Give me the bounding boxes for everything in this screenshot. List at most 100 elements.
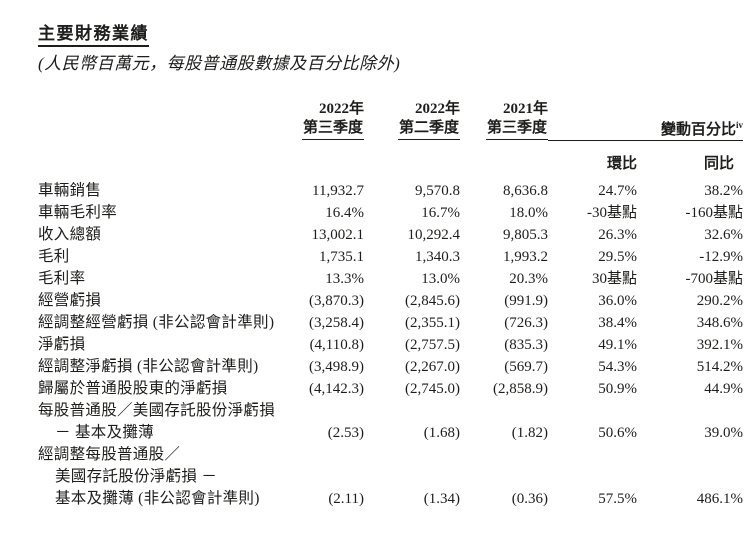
cell-value: 29.5% bbox=[598, 249, 637, 265]
cell-value bbox=[460, 400, 548, 422]
table-row: 經調整淨虧損 (非公認會計準則) (3,498.9) (2,267.0) (569.7… bbox=[38, 356, 743, 378]
cell-value bbox=[637, 400, 743, 422]
table-header: 2022年 2022年 2021年 第三季度 第二季度 第三季度 變動百分比iv… bbox=[38, 96, 743, 180]
row-label: 每股普通股／美國存託股份淨虧損 bbox=[38, 402, 276, 419]
header-quarter-1: 第三季度 bbox=[268, 118, 364, 140]
cell-value: 38.4% bbox=[598, 315, 637, 331]
header-year-q3-2022: 2022年 bbox=[318, 101, 364, 117]
cell-value: 39.0% bbox=[704, 425, 743, 441]
cell-value: 9,805.3 bbox=[503, 227, 548, 243]
table-row: 美國存託股份淨虧損 － bbox=[38, 466, 743, 488]
cell-value bbox=[637, 444, 743, 466]
cell-value: 30基點 bbox=[591, 271, 637, 287]
row-label: － 基本及攤薄 bbox=[55, 424, 154, 441]
cell-value: (2,355.1) bbox=[405, 315, 460, 331]
header-qoq: 環比 bbox=[606, 156, 637, 172]
cell-value bbox=[460, 466, 548, 488]
cell-value: (3,258.4) bbox=[309, 315, 364, 331]
header-change-percentage: 變動百分比iv bbox=[548, 118, 743, 141]
header-year-q3-2021: 2021年 bbox=[502, 101, 548, 117]
table-row: 毛利率 13.3% 13.0% 20.3% 30基點 -700基點 bbox=[38, 268, 743, 290]
cell-value bbox=[364, 400, 460, 422]
row-label: 經調整每股普通股／ bbox=[38, 446, 181, 463]
cell-value: 9,570.8 bbox=[415, 183, 460, 199]
table-row: 經調整每股普通股／ bbox=[38, 444, 743, 466]
cell-value: 16.4% bbox=[325, 205, 364, 221]
header-quarter-label: 第三季度 bbox=[485, 118, 548, 140]
cell-value bbox=[637, 466, 743, 488]
cell-value: 13,002.1 bbox=[311, 227, 365, 243]
header-spacer bbox=[38, 140, 268, 180]
cell-value: 8,636.8 bbox=[503, 183, 548, 199]
cell-value: 44.9% bbox=[704, 381, 743, 397]
cell-value bbox=[548, 466, 637, 488]
row-label: 經調整經營虧損 (非公認會計準則) bbox=[38, 314, 275, 331]
cell-value: (2,845.6) bbox=[405, 293, 460, 309]
header-year-q2-2022: 2022年 bbox=[414, 101, 460, 117]
cell-value: 16.7% bbox=[421, 205, 460, 221]
cell-value: (991.9) bbox=[504, 293, 548, 309]
cell-value: 486.1% bbox=[696, 491, 743, 507]
cell-value: 50.9% bbox=[598, 381, 637, 397]
row-label: 車輛毛利率 bbox=[38, 204, 118, 221]
cell-value: 1,340.3 bbox=[415, 249, 460, 265]
table-row: 歸屬於普通股股東的淨虧損 (4,142.3) (2,745.0) (2,858.9) 5… bbox=[38, 378, 743, 400]
table-row: 經營虧損 (3,870.3) (2,845.6) (991.9) 36.0% 290.2% bbox=[38, 290, 743, 312]
cell-value: 49.1% bbox=[598, 337, 637, 353]
row-label: 美國存託股份淨虧損 － bbox=[55, 468, 218, 485]
header-spacer bbox=[38, 96, 268, 118]
cell-value: -160基點 bbox=[685, 205, 744, 221]
table-row: 車輛銷售 11,932.7 9,570.8 8,636.8 24.7% 38.2% bbox=[38, 180, 743, 202]
cell-value: 26.3% bbox=[598, 227, 637, 243]
row-label: 毛利 bbox=[38, 248, 70, 265]
cell-value: 348.6% bbox=[696, 315, 743, 331]
cell-value: (835.3) bbox=[504, 337, 548, 353]
cell-value: (569.7) bbox=[504, 359, 548, 375]
cell-value: -30基點 bbox=[587, 205, 637, 221]
header-quarter-3: 第三季度 bbox=[460, 118, 548, 140]
cell-value: (3,498.9) bbox=[309, 359, 364, 375]
header-spacer bbox=[460, 140, 548, 180]
header-spacer bbox=[38, 118, 268, 140]
cell-value bbox=[364, 466, 460, 488]
row-label: 毛利率 bbox=[38, 270, 86, 287]
header-year-row: 2022年 2022年 2021年 bbox=[38, 96, 743, 118]
table-row: 基本及攤薄 (非公認會計準則) (2.11) (1.34) (0.36) 57.5% 48… bbox=[38, 488, 743, 510]
cell-value bbox=[460, 444, 548, 466]
cell-value: (2,757.5) bbox=[405, 337, 460, 353]
cell-value bbox=[268, 466, 364, 488]
table-row: 每股普通股／美國存託股份淨虧損 bbox=[38, 400, 743, 422]
cell-value: 50.6% bbox=[598, 425, 637, 441]
header-quarter-label: 第二季度 bbox=[397, 118, 460, 140]
header-quarter-row: 第三季度 第二季度 第三季度 變動百分比iv bbox=[38, 118, 743, 141]
cell-value: (726.3) bbox=[504, 315, 548, 331]
cell-value: (2.11) bbox=[328, 491, 364, 507]
cell-value: (2.53) bbox=[327, 425, 364, 441]
financial-results-table: 2022年 2022年 2021年 第三季度 第二季度 第三季度 變動百分比iv… bbox=[38, 96, 743, 510]
cell-value: 38.2% bbox=[704, 183, 743, 199]
cell-value: (4,142.3) bbox=[309, 381, 364, 397]
cell-value bbox=[268, 444, 364, 466]
cell-value: 392.1% bbox=[696, 337, 743, 353]
cell-value: 24.7% bbox=[598, 183, 637, 199]
cell-value bbox=[548, 400, 637, 422]
cell-value: 10,292.4 bbox=[407, 227, 461, 243]
cell-value bbox=[268, 400, 364, 422]
cell-value: (1.34) bbox=[423, 491, 460, 507]
cell-value bbox=[364, 444, 460, 466]
table-row: 車輛毛利率 16.4% 16.7% 18.0% -30基點 -160基點 bbox=[38, 202, 743, 224]
row-label: 經調整淨虧損 (非公認會計準則) bbox=[38, 358, 259, 375]
header-quarter-label: 第三季度 bbox=[301, 118, 364, 140]
cell-value: (2,267.0) bbox=[405, 359, 460, 375]
cell-value: -12.9% bbox=[699, 249, 743, 265]
cell-value: 290.2% bbox=[696, 293, 743, 309]
header-spacer bbox=[364, 140, 460, 180]
table-row: 收入總額 13,002.1 10,292.4 9,805.3 26.3% 32.6% bbox=[38, 224, 743, 246]
cell-value: 514.2% bbox=[696, 359, 743, 375]
change-label: 變動百分比 bbox=[660, 121, 736, 138]
cell-value: 36.0% bbox=[598, 293, 637, 309]
cell-value: (4,110.8) bbox=[309, 337, 364, 353]
cell-value: 11,932.7 bbox=[312, 183, 364, 199]
change-footnote-marker: iv bbox=[735, 119, 743, 130]
